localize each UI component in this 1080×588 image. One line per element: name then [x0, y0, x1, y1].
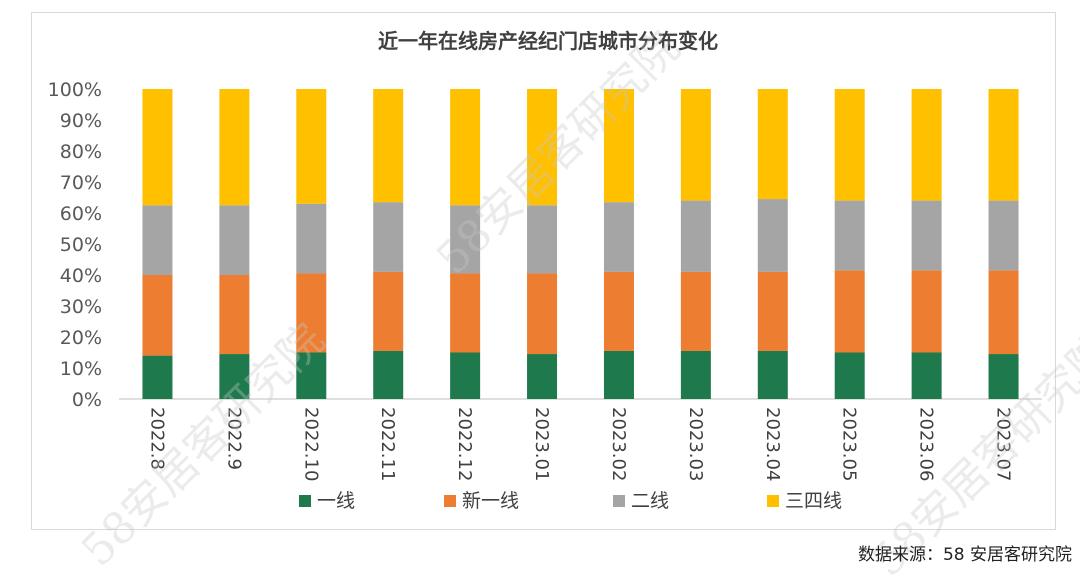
bar-segment — [142, 355, 173, 399]
bar-segment — [834, 270, 865, 353]
legend-swatch — [299, 495, 311, 507]
x-tick-label: 2023.07 — [993, 407, 1014, 481]
x-tick-label: 2023.05 — [839, 407, 860, 481]
source-note: 数据来源：58 安居客研究院 — [857, 545, 1072, 565]
y-tick-label: 100% — [48, 79, 102, 101]
bar-segment — [680, 200, 711, 272]
x-tick-label: 2023.02 — [608, 407, 629, 481]
x-tick-label: 2022.12 — [454, 407, 475, 481]
x-tick-label: 2022.10 — [300, 407, 321, 481]
bar-segment — [603, 350, 634, 399]
bar-segment — [527, 354, 558, 399]
legend-label: 一线 — [317, 490, 355, 512]
bar-segment — [757, 350, 788, 399]
y-tick-label: 60% — [60, 203, 102, 225]
y-tick-label: 0% — [72, 389, 102, 411]
bar-segment — [911, 89, 942, 201]
bar-segment — [680, 89, 711, 201]
bar-segment — [988, 200, 1019, 271]
legend-swatch — [767, 495, 779, 507]
x-tick-label: 2022.11 — [377, 407, 398, 481]
bar-segment — [757, 89, 788, 200]
bar-segment — [296, 352, 327, 399]
bar-segment — [296, 203, 327, 274]
bar-segment — [373, 89, 404, 203]
y-tick-label: 90% — [60, 110, 102, 132]
bar-segment — [988, 89, 1019, 201]
bar-segment — [757, 271, 788, 351]
bar-segment — [603, 271, 634, 351]
bar-segment — [219, 205, 250, 275]
bar-segment — [911, 352, 942, 399]
x-tick-label: 2023.04 — [762, 407, 783, 481]
bar-segment — [911, 200, 942, 271]
y-tick-label: 70% — [60, 172, 102, 194]
x-tick-label: 2022.9 — [223, 407, 244, 470]
bar-segment — [450, 273, 481, 353]
bar-segment — [757, 199, 788, 272]
bar-segment — [373, 202, 404, 272]
legend-label: 新一线 — [462, 490, 519, 512]
legend-swatch — [444, 495, 456, 507]
bar-segment — [219, 89, 250, 206]
bar-segment — [219, 354, 250, 399]
bar-segment — [450, 205, 481, 274]
bar-segment — [450, 89, 481, 206]
chart-title: 近一年在线房产经纪门店城市分布变化 — [378, 29, 718, 53]
y-tick-label: 10% — [60, 358, 102, 380]
bar-segment — [373, 350, 404, 399]
x-tick-label: 2023.01 — [531, 407, 552, 481]
bar-segment — [219, 275, 250, 355]
bar-segment — [296, 89, 327, 204]
bar-segment — [296, 273, 327, 353]
bar-segment — [142, 205, 173, 275]
legend-swatch — [613, 495, 625, 507]
y-tick-label: 30% — [60, 296, 102, 318]
bar-segment — [680, 271, 711, 351]
x-tick-label: 2022.8 — [146, 407, 167, 470]
chart-frame: 近一年在线房产经纪门店城市分布变化 0% 10% 20% 30% 40% 50% 60% 70%… — [31, 12, 1056, 530]
x-tick-label: 2023.06 — [916, 407, 937, 481]
bar-segment — [142, 275, 173, 356]
stacked-bar-chart: 近一年在线房产经纪门店城市分布变化 0% 10% 20% 30% 40% 50% 60% 70%… — [48, 29, 1042, 512]
bar-segment — [527, 273, 558, 355]
bar-segment — [373, 271, 404, 351]
bar-segment — [988, 270, 1019, 355]
legend-label: 二线 — [631, 490, 669, 512]
x-tick-label: 2023.03 — [685, 407, 706, 481]
y-tick-label: 20% — [60, 327, 102, 349]
bar-segment — [603, 202, 634, 272]
bar-segment — [834, 89, 865, 201]
bar-segment — [142, 89, 173, 206]
bar-segment — [988, 354, 1019, 399]
bar-segment — [911, 270, 942, 353]
bar-segment — [834, 200, 865, 271]
bar-segment — [680, 350, 711, 399]
bar-segment — [603, 89, 634, 203]
legend-label: 三四线 — [785, 490, 842, 512]
bar-segment — [527, 89, 558, 206]
y-tick-label: 50% — [60, 234, 102, 256]
bar-segment — [834, 352, 865, 399]
bar-segment — [450, 352, 481, 399]
y-tick-label: 40% — [60, 265, 102, 287]
y-tick-label: 80% — [60, 141, 102, 163]
bar-segment — [527, 205, 558, 274]
